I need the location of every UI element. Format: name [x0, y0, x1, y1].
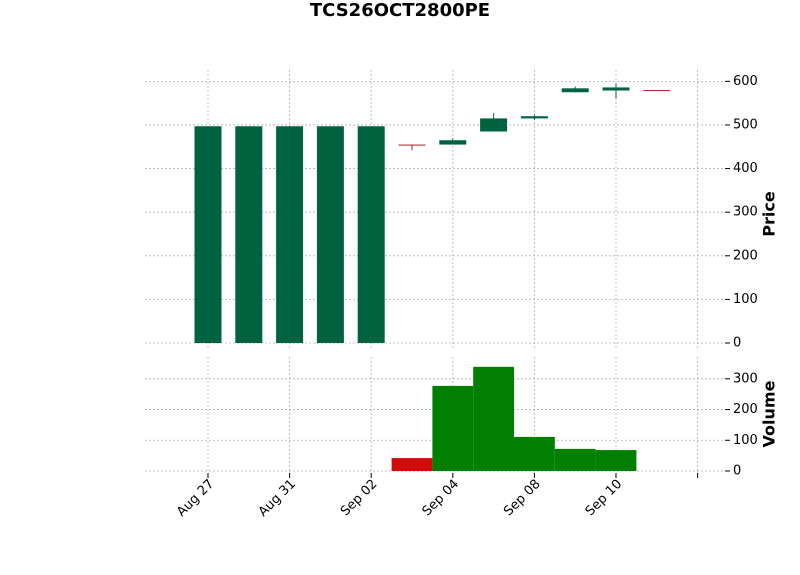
x-tick-label: Aug 31	[256, 477, 299, 520]
y-tick-label: 100	[733, 292, 758, 307]
candle-body	[439, 140, 467, 145]
y-tick-label: 0	[733, 336, 741, 351]
x-tick-label: Sep 02	[338, 477, 381, 520]
x-tick-label: Sep 08	[501, 477, 544, 520]
candle-body	[520, 116, 548, 119]
y-tick-label: 200	[733, 248, 758, 263]
volume-bar	[391, 458, 433, 471]
volume-bar	[514, 436, 555, 471]
volume-tick-label: 300	[733, 371, 758, 386]
volume-tick-label: 0	[733, 464, 741, 479]
y-tick-label: 400	[733, 161, 758, 176]
volume-bar	[595, 450, 637, 471]
candle-body	[316, 126, 344, 344]
candle-body	[602, 87, 630, 91]
candle-body	[480, 118, 508, 132]
volume-bar	[432, 385, 474, 471]
candle-body	[235, 126, 263, 344]
volume-tick-label: 100	[733, 433, 758, 448]
volume-bar	[473, 366, 514, 471]
candle-body	[276, 126, 304, 344]
volume-axis-label: Volume	[760, 380, 779, 447]
y-axis-label: Price	[760, 191, 779, 237]
x-tick-label: Aug 27	[174, 477, 217, 520]
candle-body	[561, 88, 589, 93]
y-tick-label: 300	[733, 205, 758, 220]
y-tick-label: 500	[733, 117, 758, 132]
x-tick-label: Sep 04	[420, 477, 463, 520]
candle-body	[398, 144, 426, 146]
chart-title: TCS26OCT2800PE	[310, 0, 490, 21]
y-tick-label: 600	[733, 74, 758, 89]
candle-body	[643, 90, 671, 92]
volume-tick-label: 200	[733, 402, 758, 417]
volume-bar	[554, 448, 596, 471]
candle-body	[194, 126, 222, 344]
x-tick-label: Sep 10	[583, 477, 626, 520]
candle-body	[357, 126, 385, 344]
